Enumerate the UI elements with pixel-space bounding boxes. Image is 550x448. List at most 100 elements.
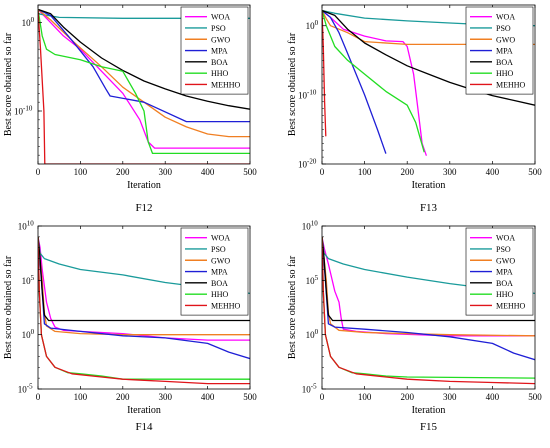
x-tick-label: 100 xyxy=(358,392,372,402)
x-axis-label: Iteration xyxy=(412,180,446,191)
series-line-boa xyxy=(322,236,535,322)
x-tick-label: 400 xyxy=(486,167,500,177)
y-tick-label: 100 xyxy=(22,328,35,340)
legend-label-gwo: GWO xyxy=(211,35,230,44)
x-tick-label: 400 xyxy=(486,392,500,402)
y-axis-label: Best score obtained so far xyxy=(3,255,14,359)
legend-label-boa: BOA xyxy=(211,58,228,67)
legend-label-boa: BOA xyxy=(496,279,513,288)
plot-frame xyxy=(321,225,536,390)
y-axis-label: Best score obtained so far xyxy=(3,32,14,136)
x-axis-label: Iteration xyxy=(127,405,161,416)
y-axis-label: Best score obtained so far xyxy=(287,32,298,136)
legend-label-mehho: MEHHO xyxy=(496,80,526,89)
y-tick-label: 10-10 xyxy=(298,88,317,100)
series-line-mpa xyxy=(38,8,250,123)
legend-label-mpa: MPA xyxy=(211,47,228,56)
legend-box xyxy=(180,6,249,95)
chart-caption: F14 xyxy=(135,421,153,433)
legend-label-pso: PSO xyxy=(211,24,226,33)
chart-f15: 0 100 200 300 400 500 10-5 100 105 1010 Iteration B… xyxy=(287,220,542,434)
legend-label-hho: HHO xyxy=(211,290,229,299)
series-line-boa xyxy=(38,236,250,322)
series-line-hho xyxy=(322,10,425,153)
x-tick-label: 100 xyxy=(74,167,88,177)
x-tick-label: 300 xyxy=(443,167,457,177)
legend-label-boa: BOA xyxy=(496,58,513,67)
y-tick-label: 1010 xyxy=(302,220,319,232)
x-tick-label: 0 xyxy=(320,392,325,402)
chart-f13: 0 100 200 300 400 500 100 10-10 10-20 Iteration Be… xyxy=(287,4,542,214)
series-line-mehho xyxy=(322,10,327,137)
x-axis-label: Iteration xyxy=(412,405,446,416)
series-line-woa xyxy=(322,9,428,156)
legend-label-hho: HHO xyxy=(496,290,514,299)
legend-label-mpa: MPA xyxy=(496,268,513,277)
plot-frame xyxy=(37,225,251,390)
x-tick-label: 500 xyxy=(243,167,257,177)
series-line-woa xyxy=(38,8,250,149)
legend: WOA PSO GWO MPA BOA HHO MEHHO xyxy=(180,6,249,95)
legend-label-gwo: GWO xyxy=(496,256,515,265)
legend: WOA PSO GWO MPA BOA HHO MEHHO xyxy=(465,6,534,95)
legend-label-pso: PSO xyxy=(496,245,511,254)
x-tick-label: 100 xyxy=(358,167,372,177)
series-line-woa xyxy=(322,236,535,337)
y-tick-label: 10-20 xyxy=(298,158,317,170)
series-line-hho xyxy=(38,9,250,155)
x-tick-label: 300 xyxy=(158,392,172,402)
legend-label-mehho: MEHHO xyxy=(496,301,526,310)
series-line-mehho xyxy=(322,236,535,385)
y-axis-label: Best score obtained so far xyxy=(287,255,298,359)
y-tick-label: 100 xyxy=(22,16,35,28)
chart-caption: F13 xyxy=(420,202,438,214)
series-line-gwo xyxy=(322,10,535,46)
y-tick-label: 10-10 xyxy=(14,105,33,117)
chart-caption: F15 xyxy=(420,421,438,433)
x-tick-label: 400 xyxy=(201,392,215,402)
legend: WOA PSO GWO MPA BOA HHO MEHHO xyxy=(180,227,249,316)
x-tick-label: 0 xyxy=(36,392,41,402)
x-tick-label: 0 xyxy=(320,167,325,177)
legend-label-mehho: MEHHO xyxy=(211,80,241,89)
chart-caption: F12 xyxy=(135,202,152,214)
plot-frame xyxy=(321,4,536,165)
x-tick-label: 500 xyxy=(243,392,257,402)
y-tick-label: 10-5 xyxy=(302,383,317,395)
x-tick-label: 200 xyxy=(116,392,130,402)
y-tick-label: 100 xyxy=(306,328,319,340)
legend-label-gwo: GWO xyxy=(211,256,230,265)
series-group xyxy=(38,8,250,164)
y-tick-label: 105 xyxy=(306,274,319,286)
legend-label-hho: HHO xyxy=(211,69,229,78)
legend-label-boa: BOA xyxy=(211,279,228,288)
x-tick-label: 0 xyxy=(36,167,41,177)
x-tick-label: 200 xyxy=(400,167,414,177)
legend-label-woa: WOA xyxy=(211,234,230,243)
legend-label-pso: PSO xyxy=(211,245,226,254)
x-tick-label: 300 xyxy=(158,167,172,177)
chart-f14: 0 100 200 300 400 500 10-5 100 105 1010 Iteration B… xyxy=(3,220,257,434)
x-tick-label: 400 xyxy=(201,167,215,177)
y-tick-label: 1010 xyxy=(18,220,35,232)
x-tick-label: 200 xyxy=(116,167,130,177)
series-line-mehho xyxy=(38,9,250,164)
legend-label-mpa: MPA xyxy=(211,268,228,277)
x-tick-label: 300 xyxy=(443,392,457,402)
series-group xyxy=(38,236,250,385)
legend-label-woa: WOA xyxy=(496,13,515,22)
series-group xyxy=(322,9,535,156)
series-line-mehho xyxy=(38,236,250,385)
y-tick-label: 105 xyxy=(22,274,35,286)
legend-label-hho: HHO xyxy=(496,69,514,78)
legend-label-gwo: GWO xyxy=(496,35,515,44)
x-tick-label: 200 xyxy=(400,392,414,402)
legend-label-woa: WOA xyxy=(211,13,230,22)
y-tick-label: 100 xyxy=(306,19,319,31)
legend: WOA PSO GWO MPA BOA HHO MEHHO xyxy=(465,227,534,316)
x-tick-label: 500 xyxy=(528,392,542,402)
series-line-boa xyxy=(322,9,535,106)
legend-label-woa: WOA xyxy=(496,234,515,243)
